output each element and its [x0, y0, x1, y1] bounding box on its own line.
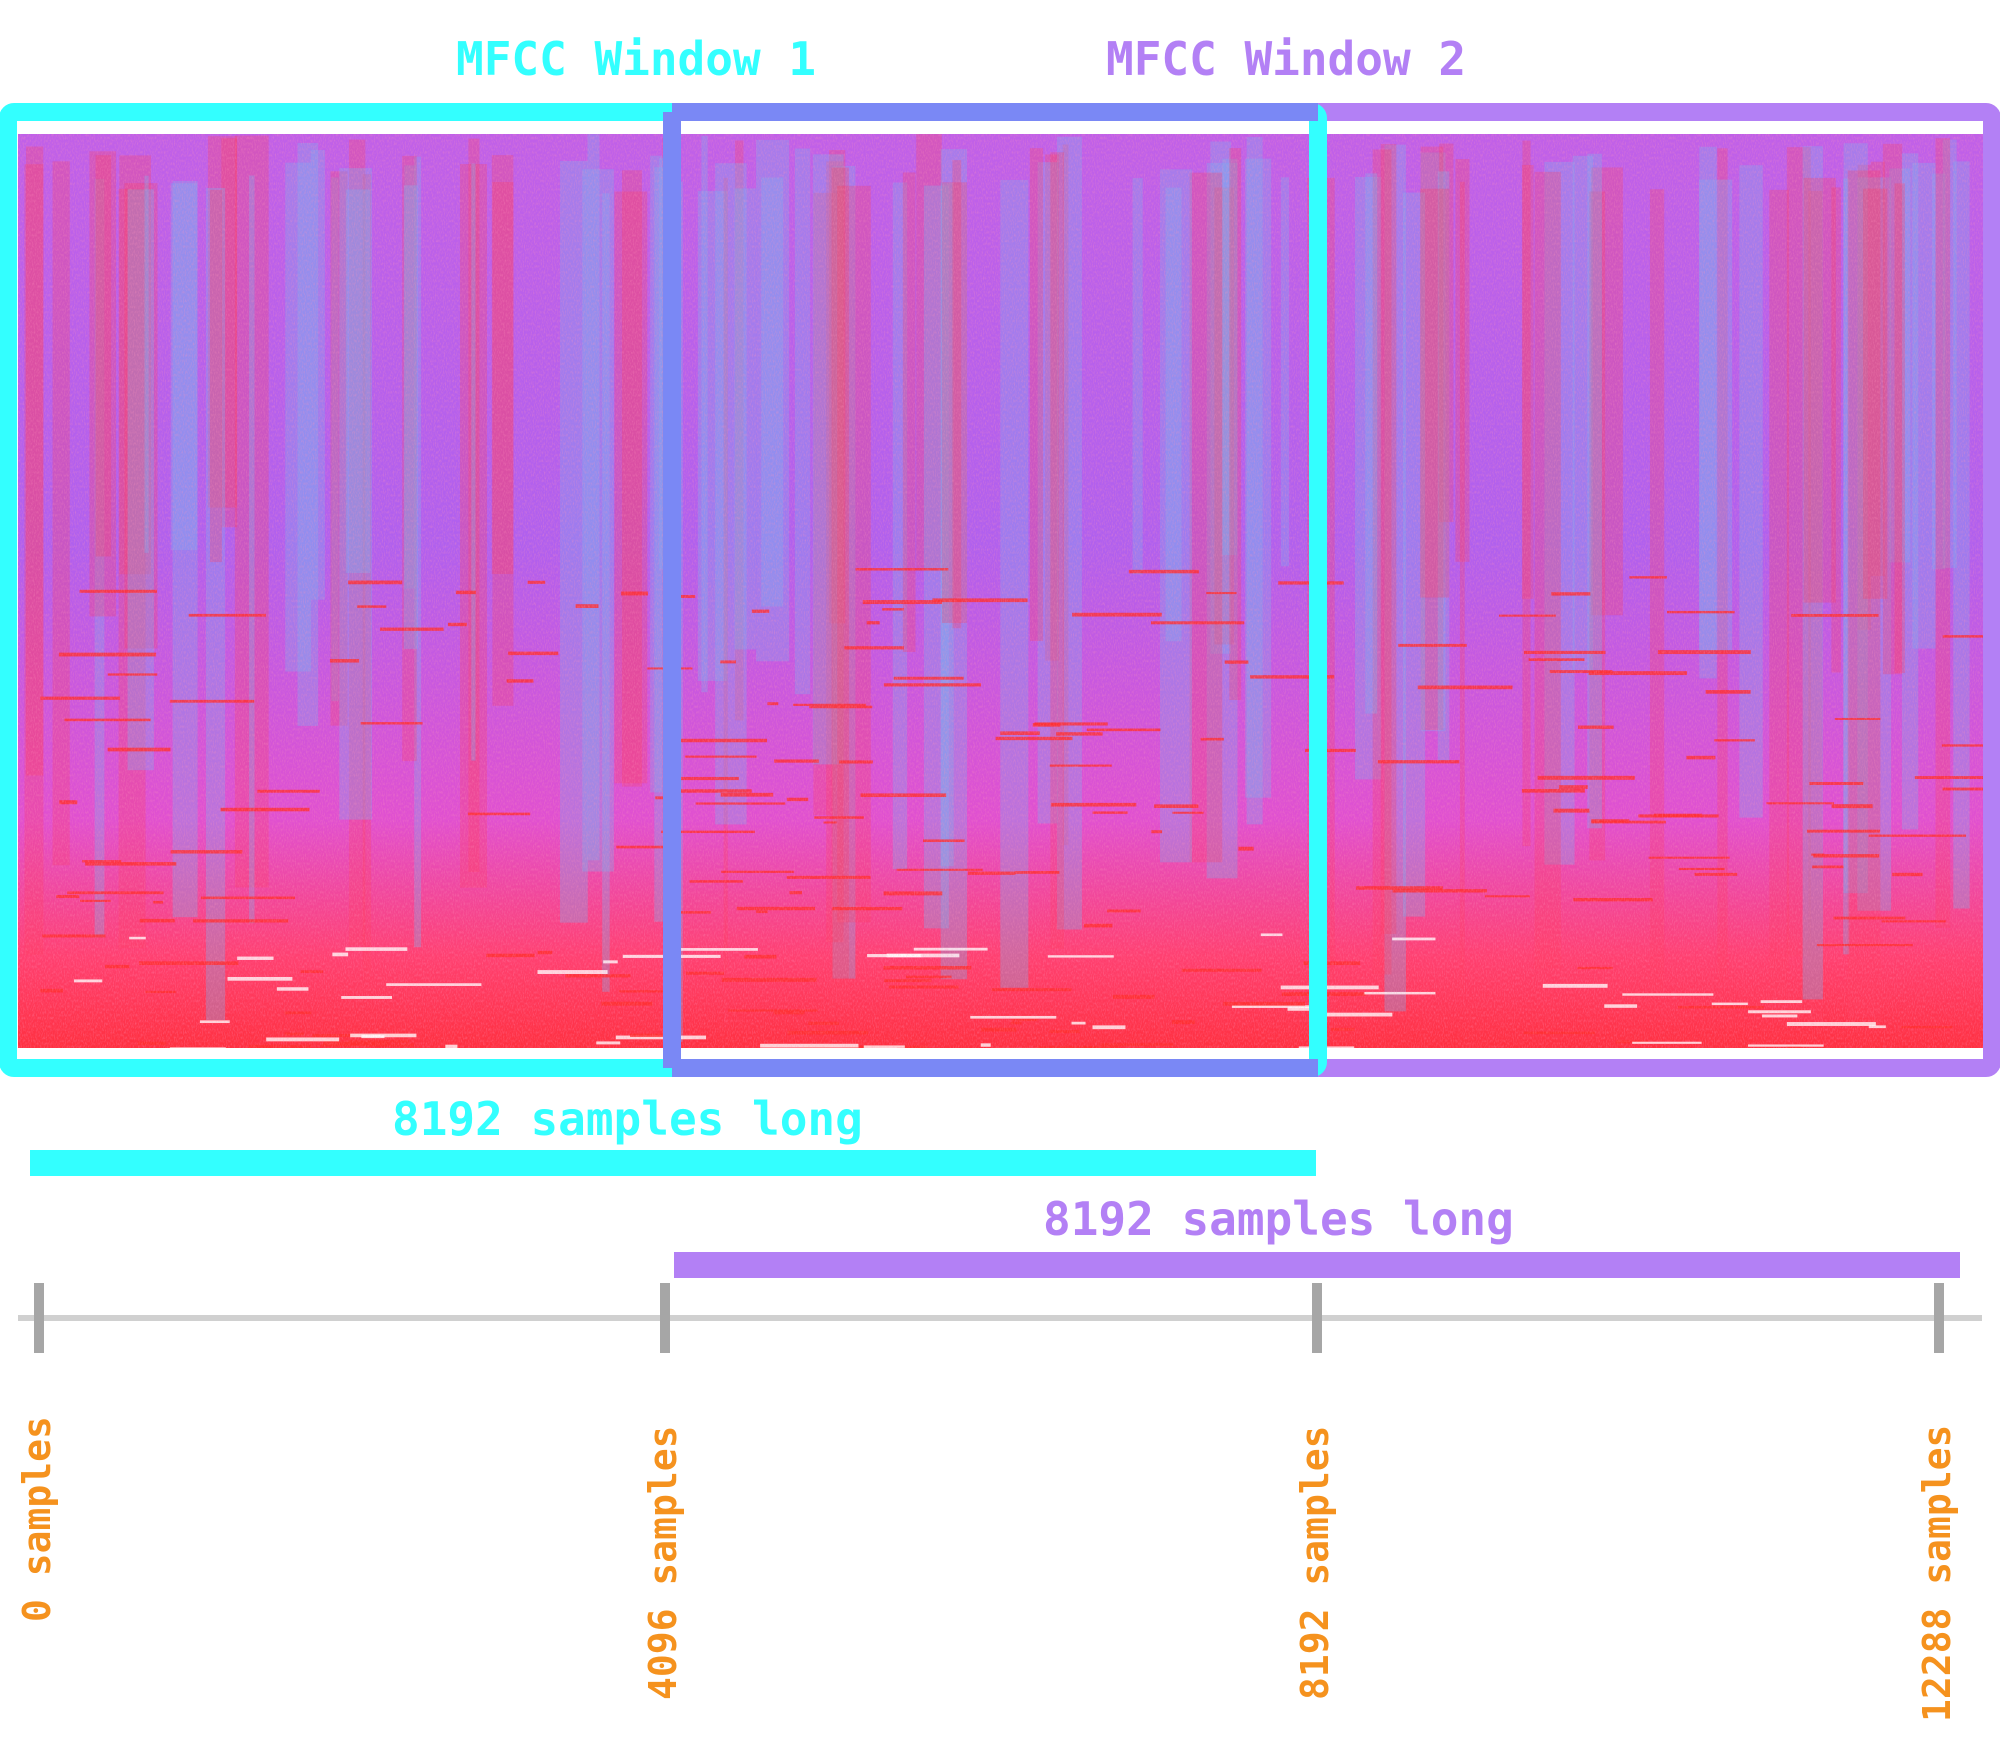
window-2-length-label: 8192 samples long	[1043, 1192, 1514, 1246]
window-1-length-bar	[30, 1150, 1316, 1176]
axis-label-8192: 8192 samples	[1293, 1425, 1337, 1700]
window-1-length-label: 8192 samples long	[392, 1092, 863, 1146]
axis-tick-4096	[660, 1283, 670, 1353]
mfcc-window-2-title: MFCC Window 2	[1106, 32, 1467, 86]
spectrogram-image	[14, 124, 1988, 1060]
mfcc-window-1-title: MFCC Window 1	[456, 32, 817, 86]
axis-label-4096: 4096 samples	[641, 1425, 685, 1700]
axis-tick-0	[34, 1283, 44, 1353]
axis-label-12288: 12288 samples	[1915, 1424, 1959, 1722]
axis-label-0: 0 samples	[15, 1416, 59, 1622]
overlap-frame	[663, 103, 1318, 1077]
window-2-length-bar	[674, 1252, 1960, 1278]
axis-tick-12288	[1934, 1283, 1944, 1353]
axis-tick-8192	[1312, 1283, 1322, 1353]
